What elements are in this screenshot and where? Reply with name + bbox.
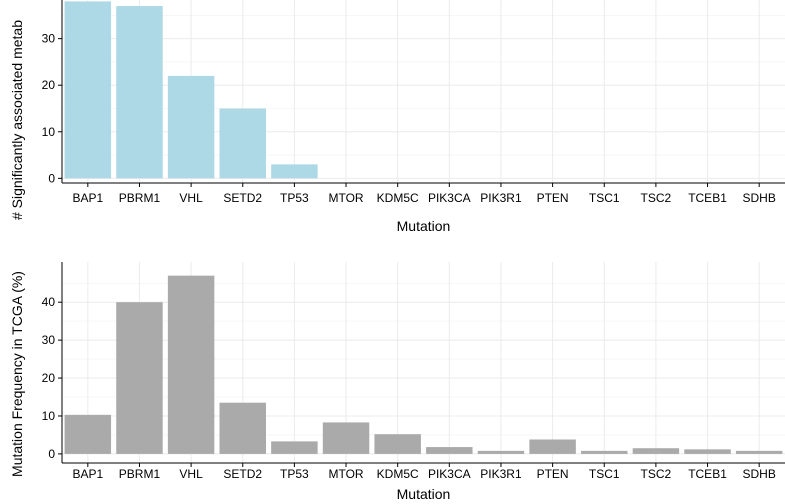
- x-tick-label: SDHB: [743, 191, 776, 205]
- x-axis-title: Mutation: [397, 486, 451, 502]
- x-tick-label: PBRM1: [119, 467, 161, 481]
- bar-mtor: [322, 422, 370, 454]
- x-tick-label: TP53: [280, 191, 309, 205]
- bar-kdm5c: [374, 434, 421, 454]
- bar-pten: [529, 439, 576, 454]
- x-tick-label: KDM5C: [377, 467, 419, 481]
- x-tick-label: PIK3R1: [480, 191, 522, 205]
- y-tick-label: 10: [42, 125, 56, 139]
- x-tick-label: SDHB: [743, 467, 776, 481]
- y-axis-ticks: 0 10 20 30 40: [42, 295, 62, 461]
- y-tick-label: 20: [42, 371, 56, 385]
- bars: [64, 1, 783, 179]
- y-tick-label: 10: [42, 409, 56, 423]
- x-tick-label: PTEN: [537, 467, 569, 481]
- bar-vhl: [167, 275, 215, 454]
- x-tick-label: PBRM1: [119, 191, 161, 205]
- bar-tsc1: [581, 450, 628, 454]
- x-tick-label: VHL: [179, 191, 203, 205]
- bar-bap1: [64, 1, 112, 179]
- bar-tp53: [271, 164, 318, 179]
- x-tick-label: PIK3CA: [428, 191, 471, 205]
- bar-tceb1: [684, 449, 731, 454]
- x-tick-label: SETD2: [223, 467, 262, 481]
- bar-vhl: [167, 75, 215, 179]
- y-tick-label: 30: [42, 333, 56, 347]
- bar-setd2: [219, 108, 266, 179]
- bar-pbrm1: [116, 302, 163, 454]
- y-axis-ticks: 0 10 20 30: [42, 32, 62, 185]
- x-tick-label: MTOR: [328, 467, 363, 481]
- y-tick-label: 0: [48, 447, 55, 461]
- x-tick-label: TSC2: [641, 467, 672, 481]
- y-axis-title: Mutation Frequency in TCGA (%): [9, 271, 25, 477]
- x-tick-label: SETD2: [223, 191, 262, 205]
- x-tick-label: TSC1: [589, 467, 620, 481]
- bar-sdhb: [735, 450, 783, 454]
- y-tick-label: 20: [42, 78, 56, 92]
- x-tick-label: KDM5C: [377, 191, 419, 205]
- x-tick-label: BAP1: [72, 191, 103, 205]
- x-tick-label: TCEB1: [688, 191, 727, 205]
- y-tick-label: 0: [48, 171, 55, 185]
- chart-bottom-mutation-frequency: 0 10 20 30 40 BAP1 PBRM1 VHL SETD2 TP53 MTOR KDM5C P…: [9, 262, 785, 502]
- bar-setd2: [219, 402, 266, 454]
- chart-top-metabolite-associations: 0 10 20 30 BAP1 PBRM1 VHL SETD2 TP53 MTOR KDM5C PIK…: [9, 0, 785, 234]
- x-tick-label: PIK3CA: [428, 467, 471, 481]
- y-axis-title: # Significantly associated metab: [9, 20, 25, 220]
- y-tick-label: 30: [42, 32, 56, 46]
- x-axis-title: Mutation: [397, 218, 451, 234]
- x-tick-label: TP53: [280, 467, 309, 481]
- x-tick-label: PIK3R1: [480, 467, 522, 481]
- x-tick-label: TSC2: [641, 191, 672, 205]
- bar-tsc2: [632, 448, 680, 454]
- x-tick-label: MTOR: [328, 191, 363, 205]
- bar-pbrm1: [116, 6, 163, 179]
- x-tick-label: TSC1: [589, 191, 620, 205]
- x-tick-label: TCEB1: [688, 467, 727, 481]
- x-tick-label: PTEN: [537, 191, 569, 205]
- x-axis-ticks: BAP1 PBRM1 VHL SETD2 TP53 MTOR KDM5C PIK3CA PIK3…: [72, 183, 776, 205]
- y-tick-label: 40: [42, 295, 56, 309]
- bars: [64, 275, 783, 454]
- x-tick-label: VHL: [179, 467, 203, 481]
- x-tick-label: BAP1: [72, 467, 103, 481]
- bar-pik3r1: [477, 450, 525, 454]
- bar-tp53: [271, 441, 318, 454]
- x-axis-ticks: BAP1 PBRM1 VHL SETD2 TP53 MTOR KDM5C PIK3CA PIK3…: [72, 463, 776, 481]
- bar-pik3ca: [426, 447, 473, 454]
- bar-bap1: [64, 414, 112, 454]
